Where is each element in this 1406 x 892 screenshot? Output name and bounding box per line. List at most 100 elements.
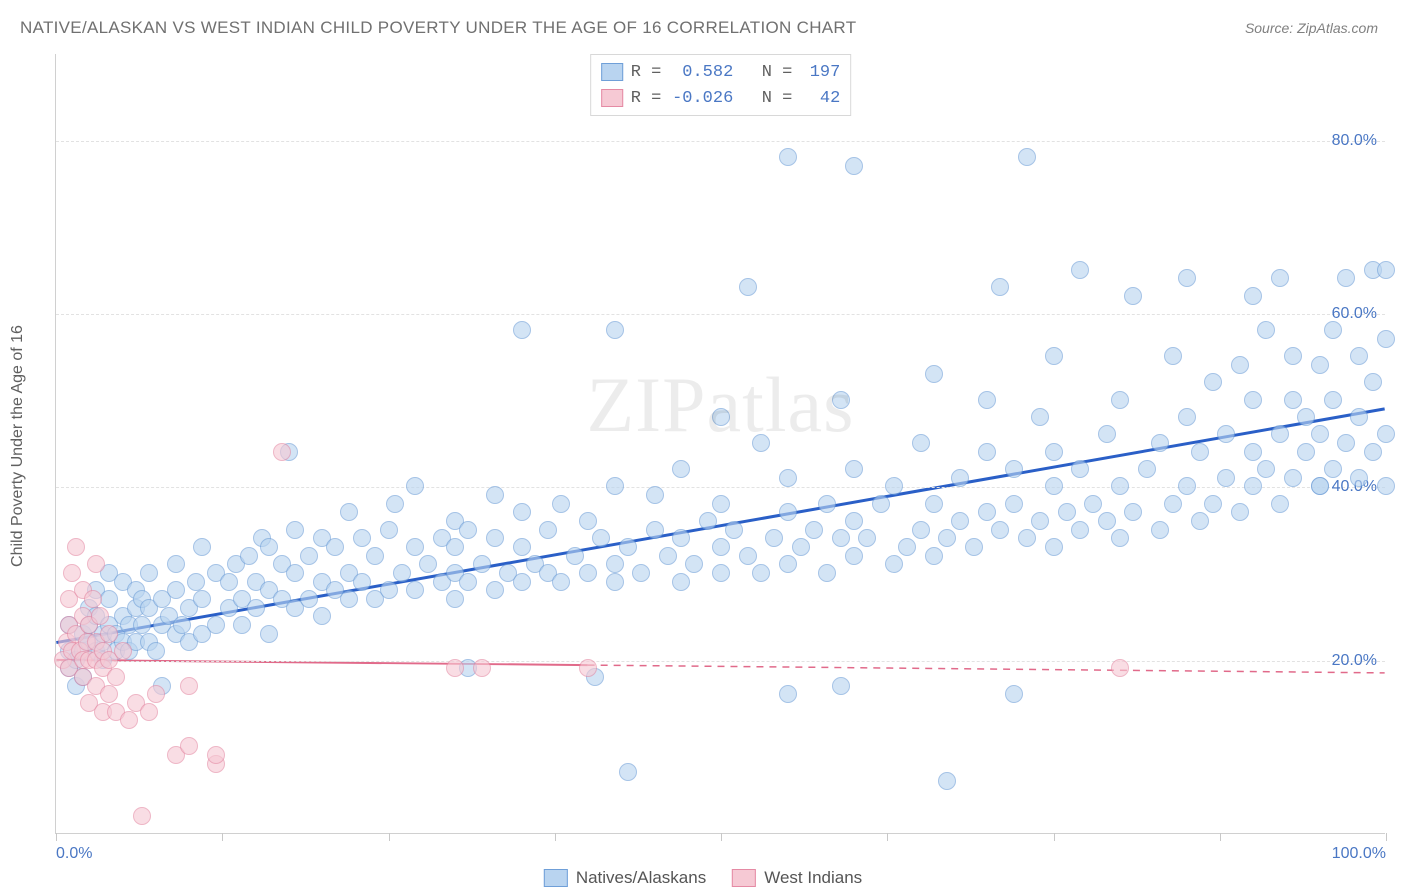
data-point: [978, 391, 996, 409]
correlation-legend-row: R = 0.582 N = 197: [601, 59, 841, 85]
data-point: [845, 547, 863, 565]
data-point: [779, 148, 797, 166]
data-point: [260, 538, 278, 556]
data-point: [1191, 512, 1209, 530]
data-point: [1045, 347, 1063, 365]
chart-container: NATIVE/ALASKAN VS WEST INDIAN CHILD POVE…: [0, 0, 1406, 892]
data-point: [286, 564, 304, 582]
data-point: [207, 616, 225, 634]
data-point: [1324, 391, 1342, 409]
series-legend: Natives/Alaskans West Indians: [544, 868, 862, 888]
data-point: [1350, 469, 1368, 487]
data-point: [1178, 269, 1196, 287]
data-point: [1164, 347, 1182, 365]
data-point: [459, 573, 477, 591]
trend-line-dashed: [588, 665, 1385, 673]
data-point: [1005, 495, 1023, 513]
data-point: [832, 677, 850, 695]
data-point: [406, 477, 424, 495]
data-point: [646, 521, 664, 539]
data-point: [1271, 269, 1289, 287]
data-point: [672, 460, 690, 478]
series-legend-label: Natives/Alaskans: [576, 868, 706, 888]
data-point: [1217, 469, 1235, 487]
x-tick-label: 100.0%: [1332, 845, 1386, 863]
data-point: [100, 685, 118, 703]
data-point: [938, 529, 956, 547]
data-point: [513, 321, 531, 339]
data-point: [912, 521, 930, 539]
data-point: [606, 555, 624, 573]
data-point: [938, 772, 956, 790]
data-point: [1178, 477, 1196, 495]
x-tick: [1220, 833, 1221, 841]
legend-r-label: R =: [631, 89, 662, 108]
data-point: [1071, 521, 1089, 539]
data-point: [1111, 391, 1129, 409]
data-point: [273, 443, 291, 461]
data-point: [1111, 659, 1129, 677]
data-point: [712, 495, 730, 513]
data-point: [167, 581, 185, 599]
data-point: [513, 538, 531, 556]
y-tick-label: 60.0%: [1332, 305, 1377, 323]
data-point: [133, 616, 151, 634]
data-point: [632, 564, 650, 582]
data-point: [1271, 425, 1289, 443]
data-point: [898, 538, 916, 556]
data-point: [133, 807, 151, 825]
data-point: [473, 659, 491, 677]
data-point: [513, 503, 531, 521]
data-point: [1071, 460, 1089, 478]
plot-area: ZIPatlas R = 0.582 N = 197R = -0.026 N =…: [55, 54, 1385, 834]
data-point: [672, 573, 690, 591]
data-point: [951, 512, 969, 530]
data-point: [513, 573, 531, 591]
data-point: [1151, 434, 1169, 452]
data-point: [1071, 261, 1089, 279]
data-point: [1045, 443, 1063, 461]
data-point: [1191, 443, 1209, 461]
data-point: [752, 564, 770, 582]
legend-swatch: [544, 869, 568, 887]
data-point: [818, 495, 836, 513]
data-point: [1204, 495, 1222, 513]
data-point: [247, 599, 265, 617]
data-point: [486, 581, 504, 599]
data-point: [380, 581, 398, 599]
data-point: [1271, 495, 1289, 513]
data-point: [240, 547, 258, 565]
data-point: [579, 512, 597, 530]
data-point: [207, 746, 225, 764]
x-tick-label: 0.0%: [56, 845, 92, 863]
legend-r-value: -0.026: [669, 89, 733, 108]
data-point: [1350, 408, 1368, 426]
data-point: [1244, 443, 1262, 461]
trend-lines-layer: [56, 54, 1385, 833]
data-point: [606, 321, 624, 339]
y-tick-label: 80.0%: [1332, 132, 1377, 150]
data-point: [1058, 503, 1076, 521]
data-point: [446, 590, 464, 608]
data-point: [1284, 391, 1302, 409]
data-point: [1377, 477, 1395, 495]
data-point: [552, 573, 570, 591]
data-point: [386, 495, 404, 513]
data-point: [845, 157, 863, 175]
data-point: [193, 538, 211, 556]
data-point: [685, 555, 703, 573]
data-point: [313, 607, 331, 625]
data-point: [925, 365, 943, 383]
data-point: [951, 469, 969, 487]
data-point: [1311, 356, 1329, 374]
data-point: [446, 659, 464, 677]
data-point: [818, 564, 836, 582]
data-point: [832, 529, 850, 547]
data-point: [792, 538, 810, 556]
data-point: [885, 477, 903, 495]
data-point: [619, 763, 637, 781]
y-axis-label: Child Poverty Under the Age of 16: [9, 325, 27, 567]
series-legend-item: West Indians: [732, 868, 862, 888]
data-point: [1005, 685, 1023, 703]
data-point: [925, 495, 943, 513]
